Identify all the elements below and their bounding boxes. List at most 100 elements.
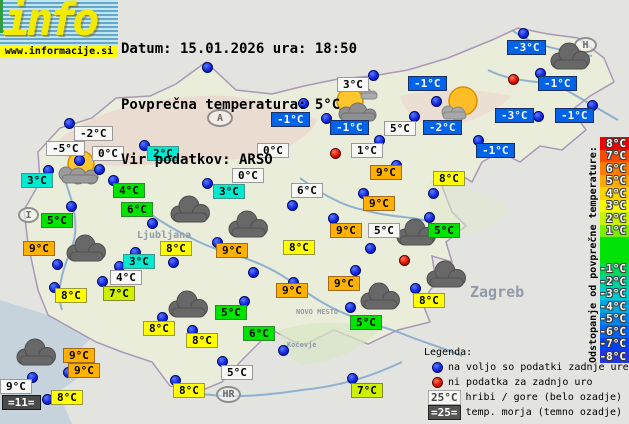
station-dot-data-available [277,344,289,356]
logo-brand-text: info [3,0,99,46]
legend-item: ni podatka za zadnjo uro [424,375,629,390]
station-dot-data-available [427,187,439,199]
station-dot-data-available [408,110,420,122]
station-temp-label: 5°C [215,305,247,320]
station-temp-label: 2°C [147,146,179,161]
station-temp-label: 8°C [160,241,192,256]
scale-step: 7°C [600,149,629,162]
dark-cloud-icon [392,216,440,254]
dark-cloud-icon [224,208,272,246]
station-dot-data-available [297,97,309,109]
dark-cloud-icon [166,193,214,231]
dark-cloud-icon [62,232,110,270]
legend-item-text: na voljo so podatki zadnje ure [448,362,629,373]
station-dot-no-data [398,254,410,266]
station-temp-label: 8°C [433,171,465,186]
station-dot-data-available [96,275,108,287]
legend: Legenda: na voljo so podatki zadnje ure n… [424,346,629,420]
country-marker-a: A [207,109,233,127]
station-temp-label: 9°C [0,379,32,394]
station-temp-label: 6°C [243,326,275,341]
station-temp-label: 8°C [413,293,445,308]
scale-step: 6°C [600,162,629,175]
legend-item: 25°C hribi / gore (belo ozadje) [424,390,629,405]
scale-step: -8°C [600,350,629,363]
station-dot-data-available [65,200,77,212]
station-temp-label: 3°C [337,77,369,92]
station-temp-label: 9°C [328,276,360,291]
station-dot-data-available [327,212,339,224]
station-dot-no-data [507,73,519,85]
station-temp-label: 6°C [291,183,323,198]
station-temp-label: 3°C [21,173,53,188]
station-dot-data-available [247,266,259,278]
city-label: Kočevje [287,341,317,349]
scale-title: Odstopanje od povprečne temperature: [588,146,599,363]
red-dot-icon [432,377,443,388]
scale-step: 1°C [600,224,629,237]
legend-title: Legenda: [424,347,473,358]
station-temp-label: 5°C [221,365,253,380]
legend-item-text: temp. morja (temno ozadje) [465,407,623,418]
logo-banner: info [0,0,118,46]
station-temp-label: 8°C [173,383,205,398]
night-partly-cloudy-icon [328,84,380,128]
station-dot-data-available [349,264,361,276]
station-temp-label: 9°C [330,223,362,238]
station-temp-label: -1°C [271,112,310,127]
country-marker-hr: HR [216,386,241,403]
legend-item: na voljo so podatki zadnje ure [424,360,629,375]
station-temp-label: 8°C [143,321,175,336]
station-dot-data-available [286,199,298,211]
station-temp-label: 7°C [103,286,135,301]
logo-site-link[interactable]: www.informacije.si [0,46,118,58]
station-temp-label: 6°C [121,202,153,217]
station-dot-data-available [93,163,105,175]
legend-chip-dark: =25= [428,405,461,420]
city-label: Zagreb [470,283,525,301]
scale-step: 2°C [600,212,629,225]
station-temp-label: 3°C [213,184,245,199]
station-temp-label: 9°C [216,243,248,258]
station-dot-data-available [51,258,63,270]
station-dot-data-available [146,217,158,229]
station-temp-label: 5°C [350,315,382,330]
station-temp-label: 9°C [276,283,308,298]
scale-color-bar: 8°C 7°C 6°C 5°C 4°C 3°C 2°C 1°C -1°C -2°C -3°C -4°C… [600,137,629,363]
station-temp-label: 3°C [123,254,155,269]
station-temp-label: -3°C [507,40,546,55]
station-dot-data-available [201,177,213,189]
logo-green-stripe [0,0,3,33]
station-dot-data-available [409,282,421,294]
logo[interactable]: info www.informacije.si [0,0,118,58]
station-dot-data-available [48,281,60,293]
station-temp-label: 9°C [68,363,100,378]
station-temp-label: 0°C [257,143,289,158]
legend-item-text: hribi / gore (belo ozadje) [465,392,623,403]
station-dot-data-available [201,61,213,73]
station-dot-data-available [167,256,179,268]
night-partly-cloudy-icon [438,84,482,126]
station-dot-data-available [364,242,376,254]
scale-step: -5°C [600,312,629,325]
station-temp-label: 0°C [232,168,264,183]
station-dot-data-available [367,69,379,81]
city-label: NOVO MESTO [296,308,339,316]
station-dot-no-data [329,147,341,159]
scale-step: -7°C [600,337,629,350]
station-temp-label: 0°C [92,146,124,161]
station-temp-label: 4°C [113,183,145,198]
station-temp-label: 9°C [363,196,395,211]
station-dot-data-available [63,117,75,129]
station-temp-label: 5°C [428,223,460,238]
station-dot-data-available [532,110,544,122]
country-marker-i: I [18,207,39,223]
header-date-line: Datum: 15.01.2026 ura: 18:50 [121,41,358,57]
scale-step: -2°C [600,275,629,288]
station-temp-label: 9°C [63,348,95,363]
blue-dot-icon [432,362,443,373]
station-temp-label: 5°C [368,223,400,238]
station-dot-data-available [430,95,442,107]
station-temp-label: -5°C [46,141,85,156]
